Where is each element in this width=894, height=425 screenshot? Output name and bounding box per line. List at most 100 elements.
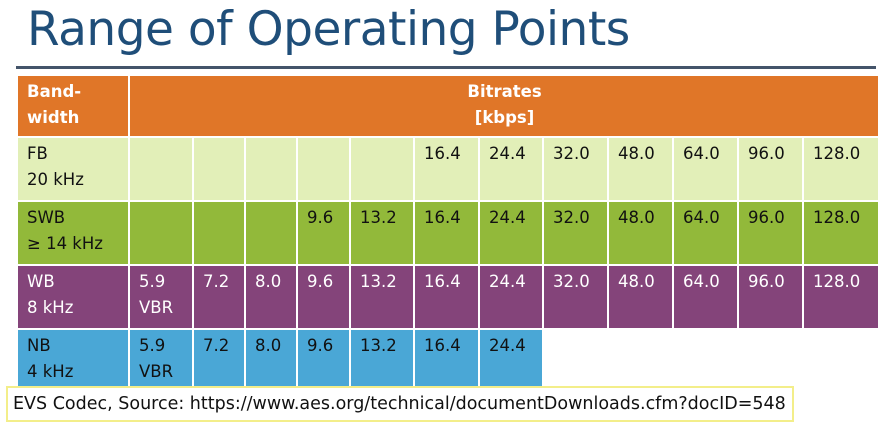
bitrate-value: 16.4 bbox=[424, 144, 461, 163]
bandwidth-header-line-2: width bbox=[27, 108, 80, 127]
bitrate-value: 32.0 bbox=[553, 208, 590, 227]
bitrate-value: 96.0 bbox=[748, 208, 785, 227]
empty-cell bbox=[542, 328, 609, 394]
bitrate-cell bbox=[244, 136, 298, 202]
table-row-fb: FB 20 kHz 16.4 24.4 32.0 48.0 64.0 96.0 128.0 bbox=[16, 136, 881, 202]
bitrate-cell: 24.4 bbox=[478, 136, 544, 202]
slide-title: Range of Operating Points bbox=[27, 2, 630, 57]
bitrate-value: 64.0 bbox=[683, 144, 720, 163]
bitrate-cell: 8.0 bbox=[244, 264, 298, 330]
bitrates-header-line-1: Bitrates bbox=[467, 82, 542, 101]
bitrate-value: 128.0 bbox=[813, 208, 861, 227]
bitrate-cell: 64.0 bbox=[672, 136, 739, 202]
bitrate-cell bbox=[349, 136, 415, 202]
bitrate-cell: 32.0 bbox=[542, 136, 609, 202]
bitrate-value: 48.0 bbox=[618, 272, 655, 291]
bitrate-value: 24.4 bbox=[489, 208, 526, 227]
bitrate-value: 48.0 bbox=[618, 144, 655, 163]
bitrate-cell: 32.0 bbox=[542, 264, 609, 330]
bitrate-value: 7.2 bbox=[203, 272, 230, 291]
source-caption: EVS Codec, Source: https://www.aes.org/t… bbox=[6, 386, 794, 422]
empty-cell bbox=[672, 328, 739, 394]
bitrate-cell: 48.0 bbox=[607, 136, 674, 202]
bitrate-cell: 13.2 bbox=[349, 328, 415, 394]
bitrate-cell: 96.0 bbox=[737, 200, 804, 266]
bitrate-cell bbox=[128, 136, 194, 202]
bitrate-cell: 7.2 bbox=[192, 328, 246, 394]
bandwidth-cell-swb: SWB ≥ 14 kHz bbox=[16, 200, 130, 266]
bitrate-value: 64.0 bbox=[683, 272, 720, 291]
bitrate-value: 16.4 bbox=[424, 208, 461, 227]
bandwidth-frequency: 4 kHz bbox=[27, 362, 74, 381]
bitrate-cell: 13.2 bbox=[349, 264, 415, 330]
bandwidth-frequency: 20 kHz bbox=[27, 170, 84, 189]
table-row-wb: WB 8 kHz 5.9 VBR 7.2 8.0 9.6 13.2 16.4 24.4 32.0 48… bbox=[16, 264, 881, 330]
bitrate-value: 9.6 bbox=[307, 208, 334, 227]
bitrate-value: 9.6 bbox=[307, 272, 334, 291]
bitrate-value: 64.0 bbox=[683, 208, 720, 227]
empty-cell bbox=[801, 328, 881, 394]
bitrate-value: 128.0 bbox=[813, 144, 861, 163]
bitrate-cell bbox=[192, 136, 246, 202]
bitrate-value: 13.2 bbox=[360, 208, 397, 227]
bitrate-cell: 128.0 bbox=[801, 200, 881, 266]
bitrate-cell: 9.6 bbox=[296, 264, 351, 330]
bitrate-value: 5.9 bbox=[139, 272, 166, 291]
bitrate-value: VBR bbox=[139, 298, 174, 317]
bitrate-value: 16.4 bbox=[424, 272, 461, 291]
bitrate-cell: 96.0 bbox=[737, 264, 804, 330]
bitrate-value: 24.4 bbox=[489, 272, 526, 291]
bitrate-cell bbox=[296, 136, 351, 202]
bandwidth-label: NB bbox=[27, 336, 51, 355]
table-row-swb: SWB ≥ 14 kHz 9.6 13.2 16.4 24.4 32.0 48.0 64.0 96… bbox=[16, 200, 881, 266]
table-row-nb: NB 4 kHz 5.9 VBR 7.2 8.0 9.6 13.2 16.4 24.4 bbox=[16, 328, 881, 394]
bitrate-cell: 8.0 bbox=[244, 328, 298, 394]
bandwidth-cell-fb: FB 20 kHz bbox=[16, 136, 130, 202]
operating-points-table: Band- width Bitrates [kbps] FB 20 kHz 16.4… bbox=[16, 74, 881, 394]
bitrate-cell: 13.2 bbox=[349, 200, 415, 266]
bandwidth-label: SWB bbox=[27, 208, 66, 227]
bitrate-cell: 64.0 bbox=[672, 264, 739, 330]
header-row: Band- width Bitrates [kbps] bbox=[16, 74, 881, 138]
bitrate-value: 8.0 bbox=[255, 336, 282, 355]
bitrate-cell bbox=[244, 200, 298, 266]
bitrate-value: 96.0 bbox=[748, 272, 785, 291]
bandwidth-cell-wb: WB 8 kHz bbox=[16, 264, 130, 330]
bitrate-cell: 9.6 bbox=[296, 328, 351, 394]
bandwidth-label: FB bbox=[27, 144, 48, 163]
bitrate-value: 96.0 bbox=[748, 144, 785, 163]
bitrate-value: 7.2 bbox=[203, 336, 230, 355]
bitrate-value: 13.2 bbox=[360, 272, 397, 291]
bitrate-value: 32.0 bbox=[553, 144, 590, 163]
bitrate-value: 8.0 bbox=[255, 272, 282, 291]
title-divider bbox=[16, 66, 876, 69]
bitrate-value: 9.6 bbox=[307, 336, 334, 355]
bitrate-cell: 128.0 bbox=[801, 264, 881, 330]
bitrate-value: 24.4 bbox=[489, 336, 526, 355]
bitrate-cell: 96.0 bbox=[737, 136, 804, 202]
bitrate-cell: 24.4 bbox=[478, 328, 544, 394]
bitrate-value: VBR bbox=[139, 362, 174, 381]
bitrate-cell: 32.0 bbox=[542, 200, 609, 266]
bitrate-cell: 24.4 bbox=[478, 200, 544, 266]
bitrates-header-line-2: [kbps] bbox=[474, 108, 535, 127]
bandwidth-cell-nb: NB 4 kHz bbox=[16, 328, 130, 394]
bandwidth-frequency: 8 kHz bbox=[27, 298, 74, 317]
bitrate-cell: 16.4 bbox=[413, 136, 480, 202]
empty-cell bbox=[737, 328, 804, 394]
bitrate-value: 16.4 bbox=[424, 336, 461, 355]
bitrate-cell: 48.0 bbox=[607, 200, 674, 266]
empty-cell bbox=[607, 328, 674, 394]
bitrate-value: 5.9 bbox=[139, 336, 166, 355]
bitrate-cell: 48.0 bbox=[607, 264, 674, 330]
bitrate-cell: 5.9 VBR bbox=[128, 264, 194, 330]
bitrate-value: 24.4 bbox=[489, 144, 526, 163]
bitrate-value: 128.0 bbox=[813, 272, 861, 291]
bitrate-cell: 16.4 bbox=[413, 264, 480, 330]
bitrate-value: 48.0 bbox=[618, 208, 655, 227]
bitrate-cell: 7.2 bbox=[192, 264, 246, 330]
bitrate-cell: 64.0 bbox=[672, 200, 739, 266]
bandwidth-header-line-1: Band- bbox=[27, 82, 82, 101]
bitrate-cell: 16.4 bbox=[413, 328, 480, 394]
bitrate-cell: 16.4 bbox=[413, 200, 480, 266]
